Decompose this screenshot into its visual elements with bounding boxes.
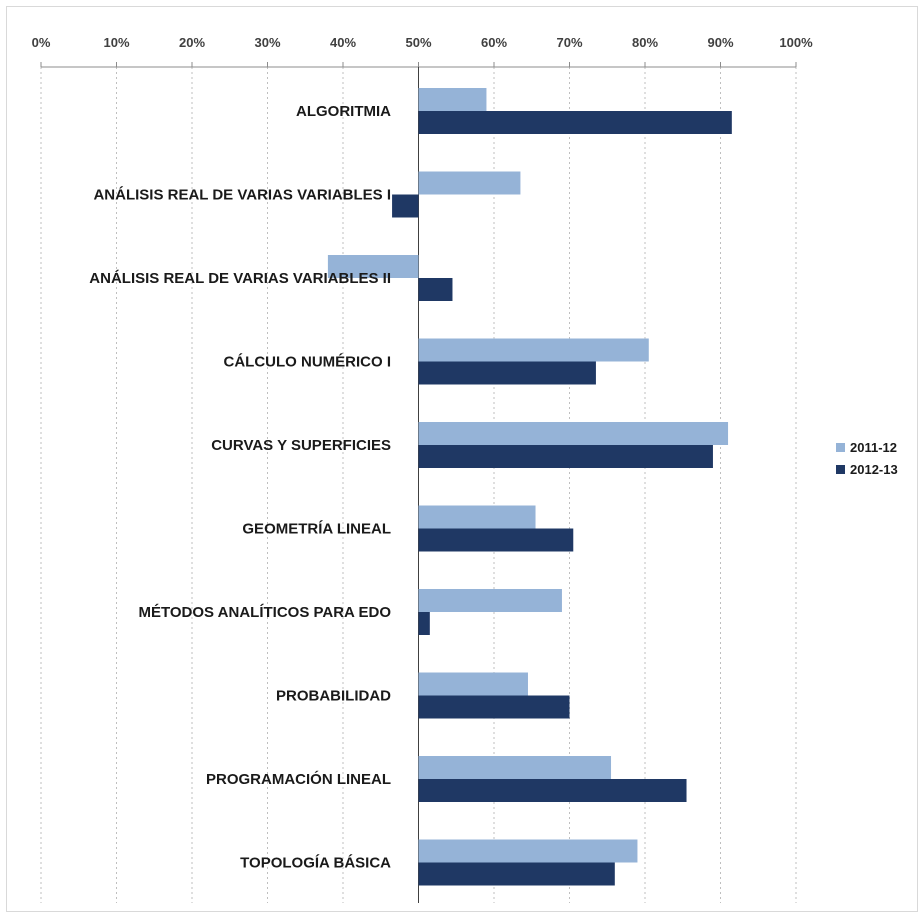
x-tick-label: 50% [405, 35, 431, 50]
category-label: PROGRAMACIÓN LINEAL [206, 770, 391, 788]
chart-frame: 0% 10% 20% 30% 40% 50% 60% 70% 80% 90% 100% ALGORI… [6, 6, 918, 912]
bar-2011-12 [418, 171, 521, 195]
x-tick-label: 100% [779, 35, 813, 50]
category-label: ANÁLISIS REAL DE VARIAS VARIABLES I [93, 187, 391, 204]
category-label: ANÁLISIS REAL DE VARIAS VARIABLES II [89, 270, 391, 287]
legend-swatch [836, 443, 845, 452]
x-tick-label: 40% [330, 35, 356, 50]
category-label: CÁLCULO NUMÉRICO I [224, 354, 392, 371]
category-label: ALGORITMIA [296, 103, 391, 120]
category-label: PROBABILIDAD [276, 688, 391, 705]
bar-2011-12 [418, 756, 612, 779]
x-tick-label: 30% [254, 35, 280, 50]
category-label: TOPOLOGÍA BÁSICA [240, 855, 391, 872]
bar-2012-13 [418, 695, 570, 719]
bar-2011-12 [418, 839, 638, 863]
bar-chart: 0% 10% 20% 30% 40% 50% 60% 70% 80% 90% 100% ALGORI… [32, 35, 898, 903]
bar-2011-12 [418, 672, 528, 696]
x-tick-label: 20% [179, 35, 205, 50]
category-label: GEOMETRÍA LINEAL [242, 521, 391, 538]
bar-2012-13 [418, 111, 732, 134]
bar-2012-13 [418, 445, 713, 468]
bar-2012-13 [418, 528, 574, 552]
x-tick-label: 0% [32, 35, 51, 50]
legend-label: 2011-12 [850, 440, 897, 455]
category-labels: ALGORITMIA ANÁLISIS REAL DE VARIAS VARIAB… [89, 103, 391, 872]
x-axis: 0% 10% 20% 30% 40% 50% 60% 70% 80% 90% 100% [32, 35, 813, 903]
category-label: CURVAS Y SUPERFICIES [211, 437, 391, 454]
bar-2011-12 [418, 505, 536, 529]
legend: 2011-12 2012-13 [836, 440, 898, 477]
bar-2011-12 [418, 88, 487, 111]
bar-2011-12 [327, 255, 419, 278]
bars [327, 88, 732, 886]
bar-2012-13 [418, 779, 687, 802]
legend-label: 2012-13 [850, 462, 898, 477]
x-tick-label: 70% [556, 35, 582, 50]
x-tick-label: 10% [103, 35, 129, 50]
bar-2012-13 [418, 278, 453, 301]
legend-swatch [836, 465, 845, 474]
x-tick-label: 80% [632, 35, 658, 50]
x-tick-label: 60% [481, 35, 507, 50]
bar-2012-13 [418, 361, 596, 385]
bar-2012-13 [418, 862, 615, 886]
bar-2011-12 [418, 589, 562, 612]
bar-2012-13 [418, 612, 430, 635]
bar-2012-13 [392, 194, 419, 218]
bar-2011-12 [418, 422, 729, 445]
category-label: MÉTODOS ANALÍTICOS PARA EDO [138, 604, 391, 621]
x-tick-label: 90% [707, 35, 733, 50]
bar-2011-12 [418, 338, 649, 362]
